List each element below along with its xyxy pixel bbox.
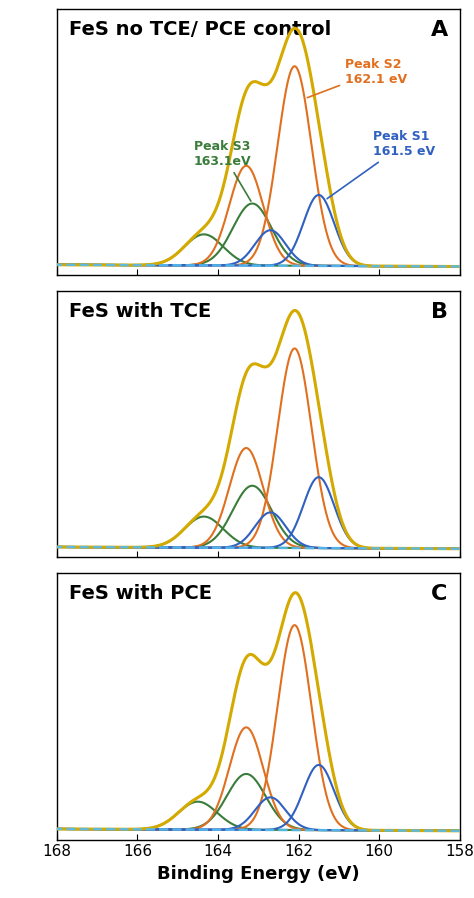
Text: C: C — [431, 584, 447, 604]
Text: Peak S3
163.1eV: Peak S3 163.1eV — [194, 139, 252, 201]
Text: B: B — [431, 302, 447, 321]
Text: A: A — [430, 20, 447, 40]
Text: FeS no TCE/ PCE control: FeS no TCE/ PCE control — [69, 20, 331, 39]
Text: Peak S1
161.5 eV: Peak S1 161.5 eV — [327, 130, 435, 198]
Text: FeS with PCE: FeS with PCE — [69, 584, 212, 603]
Text: Peak S2
162.1 eV: Peak S2 162.1 eV — [307, 57, 407, 98]
Text: FeS with TCE: FeS with TCE — [69, 302, 211, 321]
X-axis label: Binding Energy (eV): Binding Energy (eV) — [157, 865, 360, 883]
